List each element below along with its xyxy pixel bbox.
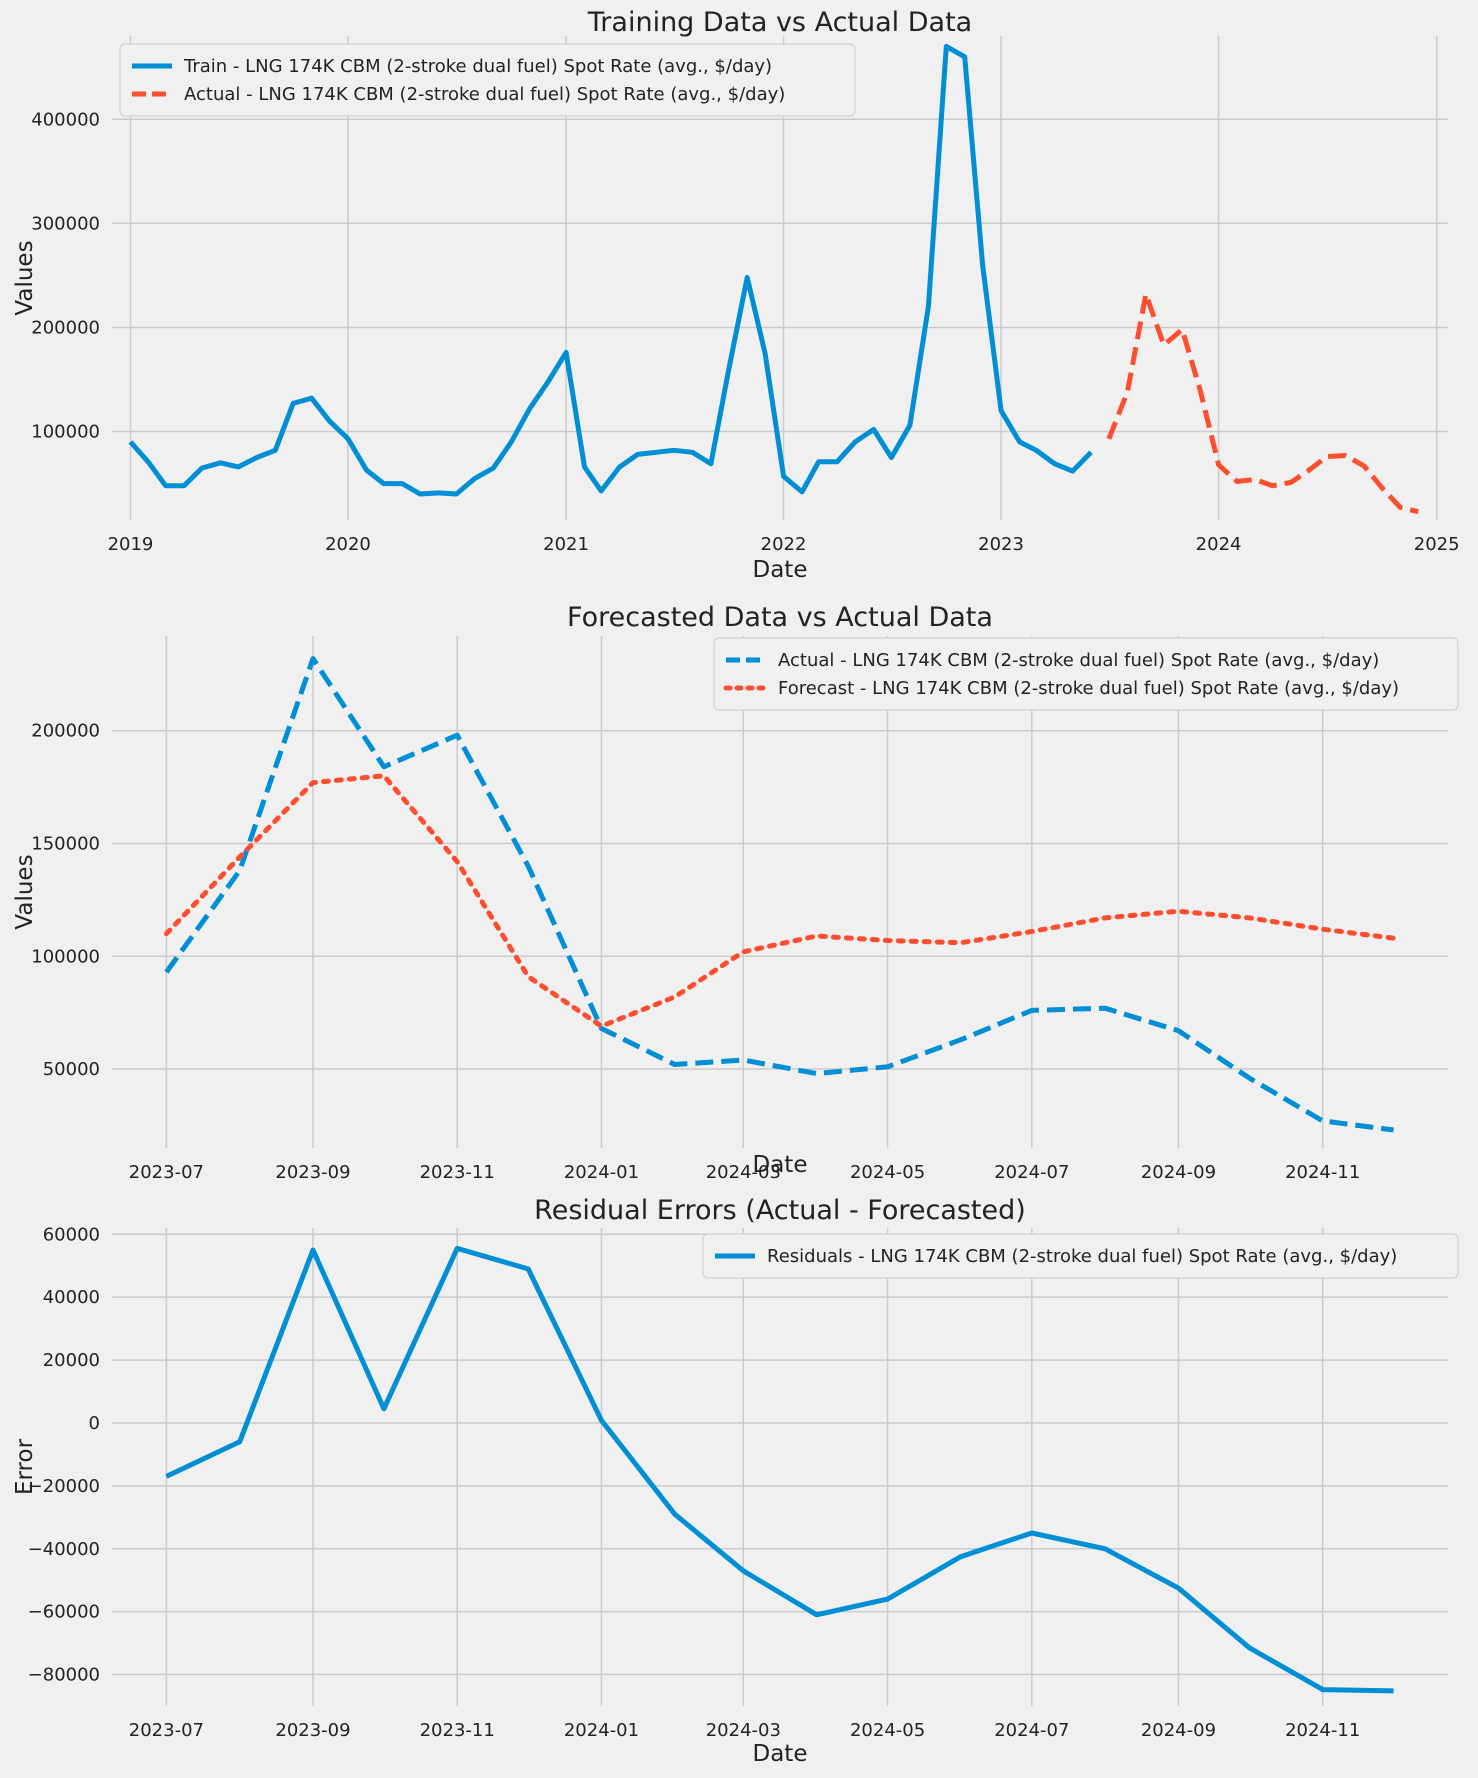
legend-label: Residuals - LNG 174K CBM (2-stroke dual … — [767, 1246, 1397, 1267]
legend-box — [119, 43, 856, 117]
y-tick-label: −80000 — [28, 1665, 100, 1686]
y-tick-label: 200000 — [31, 317, 100, 338]
x-tick-label: 2023-09 — [275, 1720, 350, 1741]
x-axis-label: Date — [753, 1741, 808, 1767]
y-tick-label: 300000 — [31, 213, 100, 234]
series-line-1 — [128, 43, 1093, 497]
x-tick-label: 2024-03 — [706, 1720, 781, 1741]
forecast-vs-actual-chart: 2023-07 2023-09 2023-11 2024-01 2024-03 2024-… — [12, 602, 1459, 1183]
series-line-1 — [164, 656, 1394, 1133]
y-tick-label: −60000 — [28, 1602, 100, 1623]
y-tick-label: −40000 — [28, 1539, 100, 1560]
y-axis-label: Values — [12, 240, 38, 315]
x-tick-label: 2023-07 — [129, 1720, 204, 1741]
x-tick-label: 2020 — [325, 534, 371, 555]
x-tick-label: 2024-09 — [1141, 1162, 1216, 1183]
x-tick-label: 2024-11 — [1285, 1162, 1360, 1183]
x-axis-label: Date — [753, 557, 808, 583]
x-tick-label: 2024-09 — [1141, 1720, 1216, 1741]
y-tick-label: 400000 — [31, 109, 100, 130]
x-tick-label: 2023-11 — [420, 1162, 495, 1183]
series-line-2 — [1106, 291, 1419, 515]
chart-title: Forecasted Data vs Actual Data — [567, 602, 993, 633]
x-tick-label: 2025 — [1414, 534, 1460, 555]
gridlines — [112, 1228, 1448, 1706]
x-tick-label: 2022 — [761, 534, 807, 555]
y-tick-label: 100000 — [31, 946, 100, 967]
chart-title: Training Data vs Actual Data — [587, 7, 972, 38]
x-tick-label: 2024-11 — [1285, 1720, 1360, 1741]
x-tick-label: 2024-01 — [564, 1162, 639, 1183]
series-line-1 — [165, 1245, 1394, 1694]
y-tick-label: −20000 — [28, 1476, 100, 1497]
x-tick-label: 2024 — [1196, 534, 1242, 555]
x-tick-label: 2024-05 — [850, 1720, 925, 1741]
legend-box — [713, 637, 1459, 711]
y-tick-label: 40000 — [43, 1287, 100, 1308]
x-tick-label: 2023-07 — [129, 1162, 204, 1183]
y-tick-label: 150000 — [31, 834, 100, 855]
y-axis-label: Values — [12, 854, 38, 929]
legend: Train - LNG 174K CBM (2-stroke dual fuel… — [119, 43, 856, 117]
legend-label: Train - LNG 174K CBM (2-stroke dual fuel… — [183, 56, 772, 77]
x-tick-label: 2024-01 — [564, 1720, 639, 1741]
legend: Residuals - LNG 174K CBM (2-stroke dual … — [702, 1233, 1459, 1279]
residual-errors-chart: 2023-07 2023-09 2023-11 2024-01 2024-03 2024-… — [12, 1195, 1459, 1767]
x-tick-label: 2021 — [543, 534, 589, 555]
y-tick-label: 200000 — [31, 721, 100, 742]
training-vs-actual-chart: 2019 2020 2021 2022 2023 2024 2025 100000 200000… — [12, 7, 1460, 583]
chart-title: Residual Errors (Actual - Forecasted) — [534, 1195, 1026, 1226]
x-tick-label: 2024-07 — [994, 1162, 1069, 1183]
y-tick-label: 60000 — [43, 1224, 100, 1245]
x-tick-label: 2019 — [108, 534, 154, 555]
y-tick-label: 20000 — [43, 1350, 100, 1371]
x-tick-label: 2023-11 — [420, 1720, 495, 1741]
y-axis-label: Error — [12, 1438, 38, 1495]
legend-label: Actual - LNG 174K CBM (2-stroke dual fue… — [778, 650, 1379, 671]
y-tick-label: 100000 — [31, 422, 100, 443]
legend-box — [702, 1233, 1459, 1279]
x-tick-label: 2024-07 — [994, 1720, 1069, 1741]
gridlines — [112, 36, 1448, 520]
x-tick-label: 2024-03 — [706, 1162, 781, 1183]
series-line-2 — [163, 773, 1397, 1029]
legend: Actual - LNG 174K CBM (2-stroke dual fue… — [713, 637, 1459, 711]
x-axis-label: Date — [753, 1152, 808, 1178]
x-tick-label: 2023 — [978, 534, 1024, 555]
legend-label: Actual - LNG 174K CBM (2-stroke dual fue… — [184, 84, 785, 105]
y-tick-label: 0 — [89, 1413, 100, 1434]
x-tick-label: 2023-09 — [275, 1162, 350, 1183]
legend-label: Forecast - LNG 174K CBM (2-stroke dual f… — [778, 678, 1399, 699]
y-tick-label: 50000 — [43, 1059, 100, 1080]
x-tick-label: 2024-05 — [850, 1162, 925, 1183]
